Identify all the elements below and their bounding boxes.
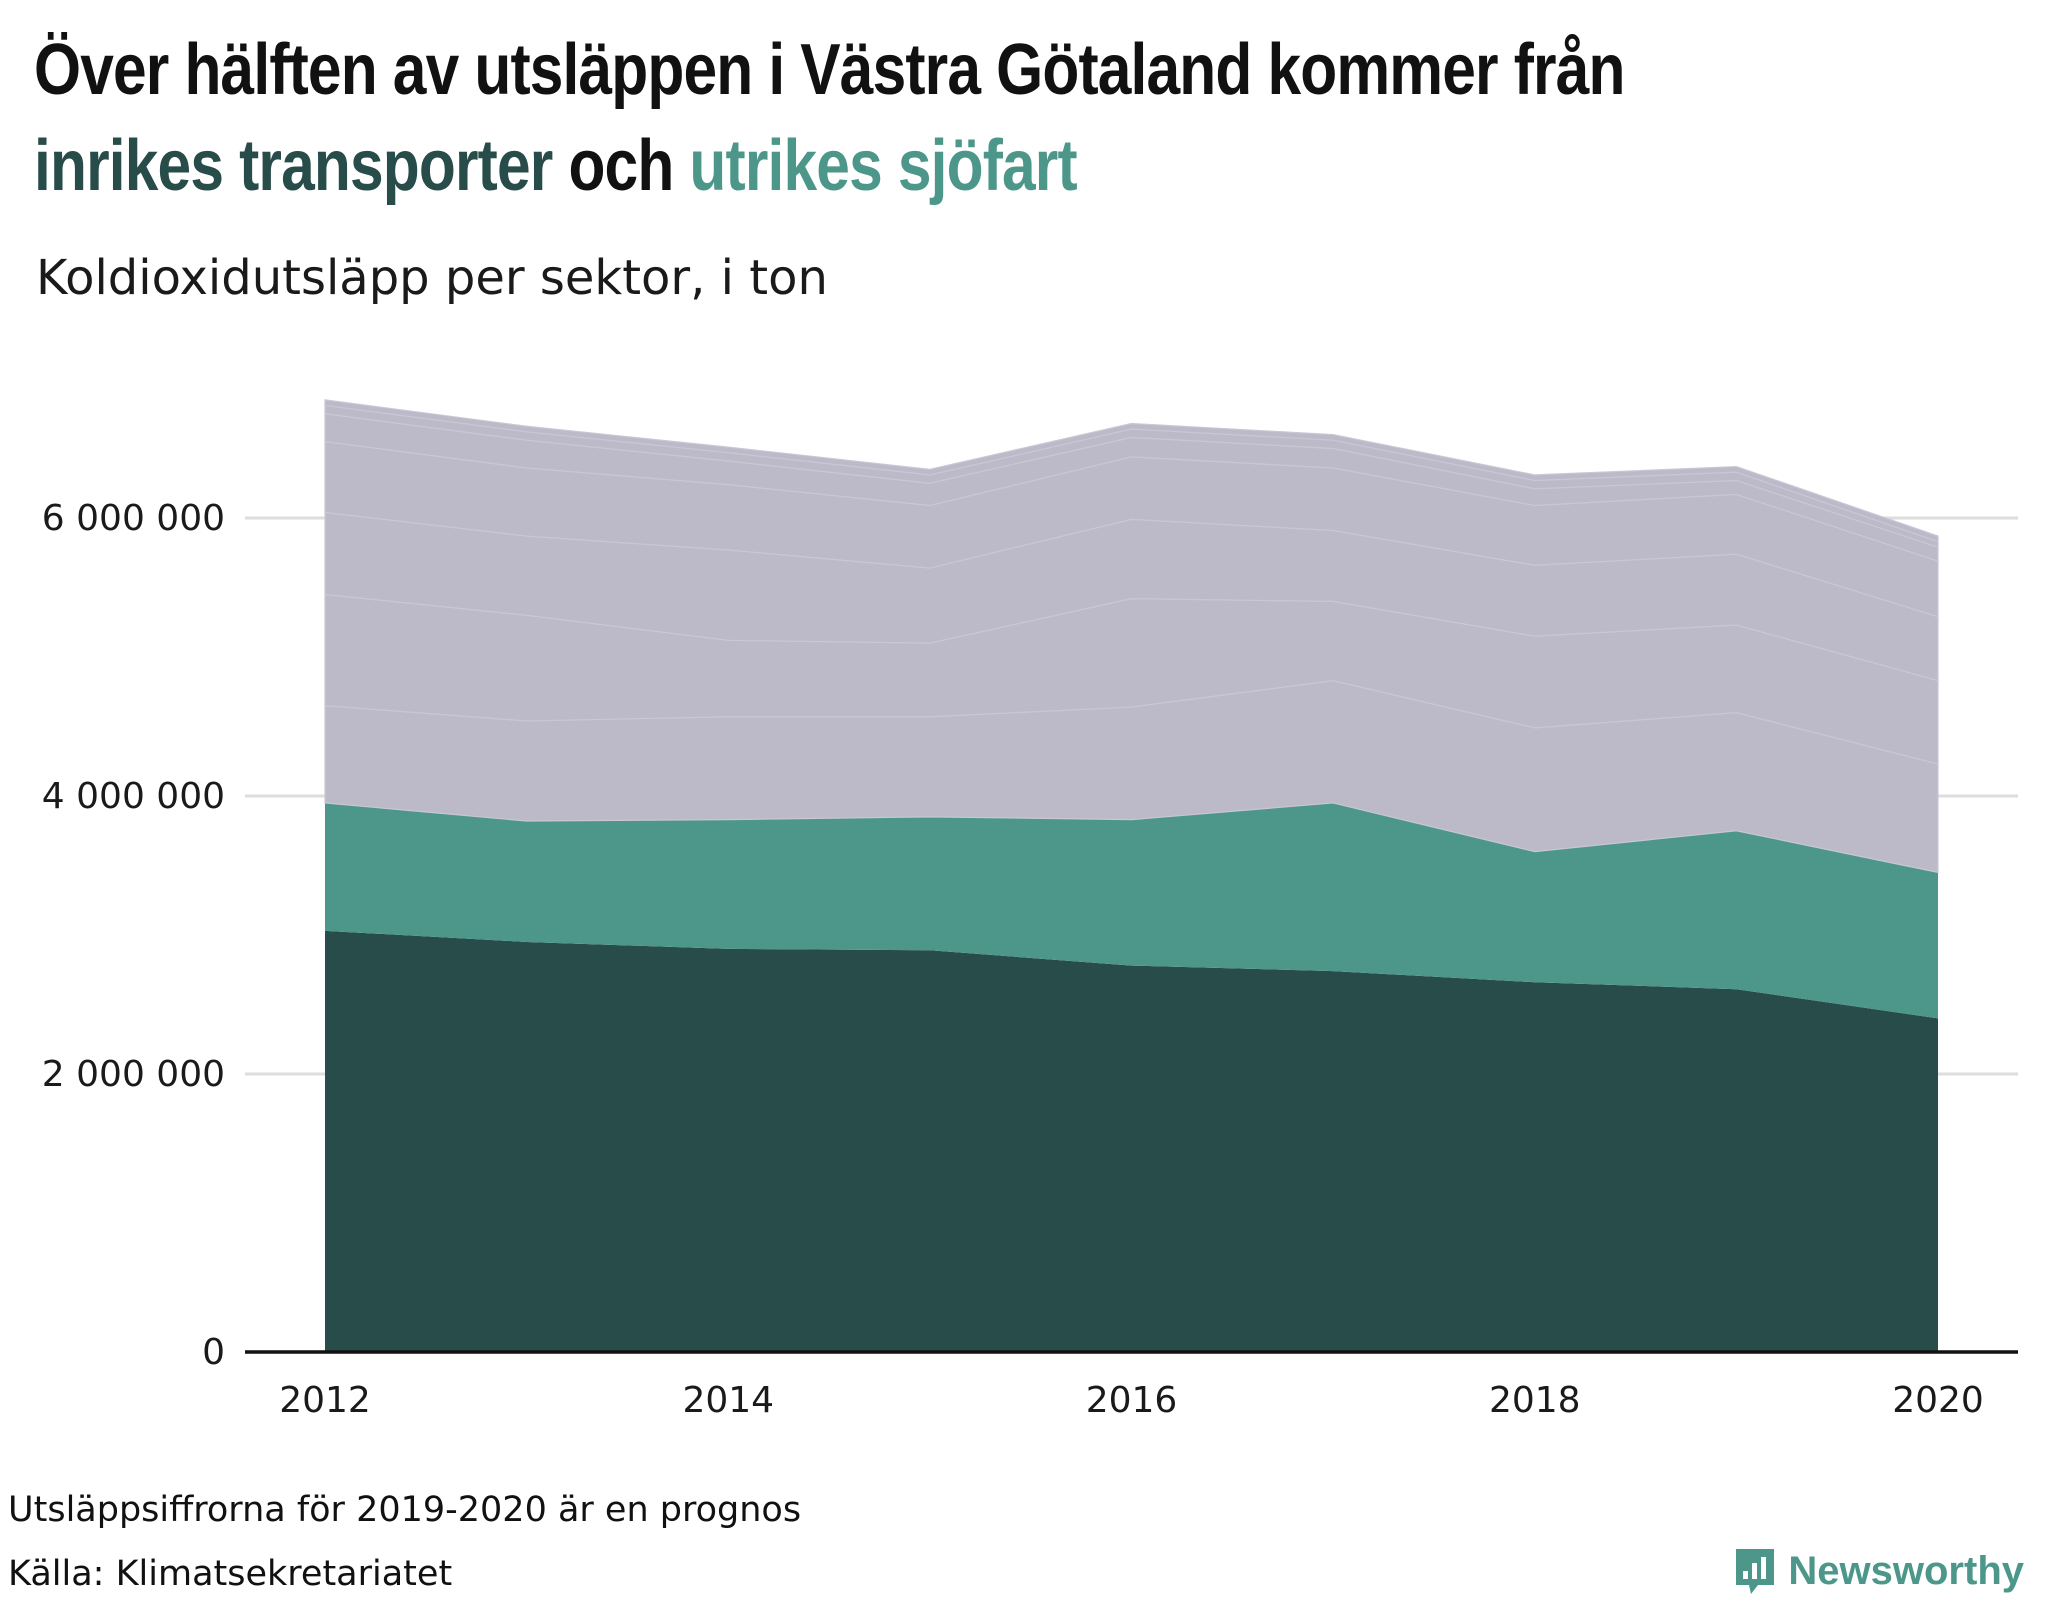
x-tick-label: 2018 bbox=[1489, 1380, 1581, 1421]
title-inrikes: inrikes transporter bbox=[34, 126, 553, 206]
x-tick-label: 2012 bbox=[279, 1380, 371, 1421]
y-tick-label: 6 000 000 bbox=[42, 498, 225, 539]
title-line-1: Över hälften av utsläppen i Västra Götal… bbox=[34, 30, 1625, 110]
newsworthy-logo-icon bbox=[1736, 1549, 1775, 1594]
chart-subtitle: Koldioxidutsläpp per sektor, i ton bbox=[36, 250, 828, 306]
title-line-2: inrikes transporter och utrikes sjöfart bbox=[34, 118, 1697, 214]
x-tick-label: 2020 bbox=[1892, 1380, 1984, 1421]
y-tick-label: 2 000 000 bbox=[42, 1054, 225, 1095]
forecast-note: Utsläppsiffrorna för 2019-2020 är en pro… bbox=[8, 1490, 802, 1530]
brand-logo: Newsworthy bbox=[1732, 1545, 2024, 1597]
title-utrikes: utrikes sjöfart bbox=[689, 126, 1077, 206]
x-tick-label: 2014 bbox=[682, 1380, 774, 1421]
y-tick-label: 0 bbox=[202, 1332, 225, 1373]
y-tick-label: 4 000 000 bbox=[42, 776, 225, 817]
brand-name: Newsworthy bbox=[1788, 1548, 2024, 1593]
chart-title: Över hälften av utsläppen i Västra Götal… bbox=[34, 22, 2014, 214]
area-series-1 bbox=[325, 930, 1938, 1352]
area-series-2 bbox=[325, 802, 1938, 1019]
source-note: Källa: Klimatsekretariatet bbox=[8, 1554, 453, 1594]
x-tick-label: 2016 bbox=[1086, 1380, 1178, 1421]
area-series-9 bbox=[324, 399, 1939, 543]
title-och: och bbox=[552, 126, 690, 206]
